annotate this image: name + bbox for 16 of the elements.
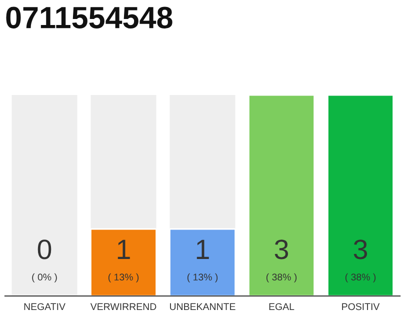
annotation: ( 13% ) bbox=[108, 273, 139, 282]
chart-title: 0711554548 bbox=[6, 6, 172, 28]
annotation: ( 38% ) bbox=[345, 273, 376, 282]
data-label: 1 bbox=[196, 240, 209, 259]
x-tick-label: POSITIV bbox=[342, 303, 380, 310]
x-tick-label: EGAL bbox=[269, 303, 294, 310]
x-tick-label: VERWIRREND bbox=[90, 303, 156, 310]
data-label: 3 bbox=[354, 240, 368, 260]
data-label: 0 bbox=[38, 240, 52, 260]
data-label: 1 bbox=[118, 240, 130, 259]
x-tick-label: NEGATIV bbox=[24, 303, 66, 310]
annotation: ( 13% ) bbox=[187, 273, 218, 282]
data-label: 3 bbox=[274, 240, 288, 260]
x-tick-label: UNBEKANNTE bbox=[170, 303, 236, 310]
annotation: ( 38% ) bbox=[266, 273, 297, 282]
annotation: ( 0% ) bbox=[32, 273, 57, 282]
